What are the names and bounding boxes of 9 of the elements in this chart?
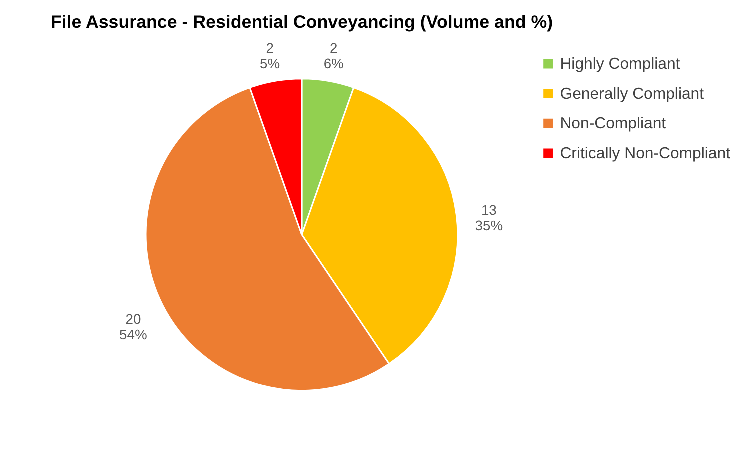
data-label: 2 6%: [324, 40, 344, 72]
legend-label: Highly Compliant: [560, 56, 681, 73]
legend-label: Critically Non-Compliant: [560, 145, 732, 162]
legend-label: Generally Compliant: [560, 86, 705, 103]
legend-label: Non-Compliant: [560, 116, 667, 133]
data-label: 13 35%: [475, 202, 504, 234]
data-label: 2 5%: [260, 40, 280, 72]
data-label: 20 54%: [120, 310, 148, 343]
chart-title: File Assurance - Residential Conveyancing (Volume and %): [50, 12, 554, 32]
